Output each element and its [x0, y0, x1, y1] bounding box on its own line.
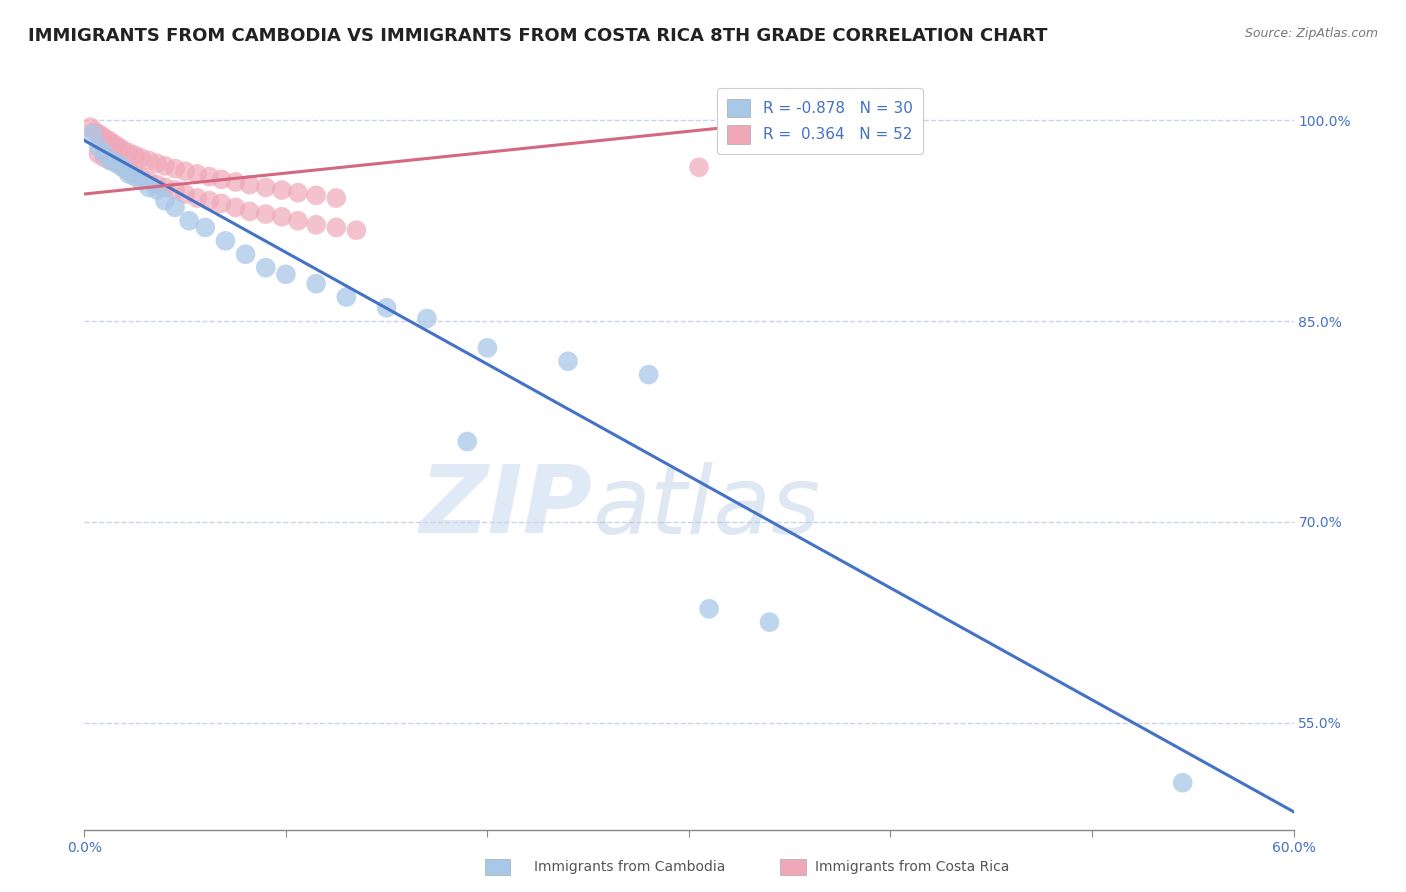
- Text: IMMIGRANTS FROM CAMBODIA VS IMMIGRANTS FROM COSTA RICA 8TH GRADE CORRELATION CHA: IMMIGRANTS FROM CAMBODIA VS IMMIGRANTS F…: [28, 27, 1047, 45]
- Point: [697, 602, 720, 616]
- Point: [100, 153, 122, 168]
- Point: [129, 174, 152, 188]
- Point: [758, 615, 780, 630]
- Point: [225, 201, 247, 215]
- Point: [335, 290, 357, 304]
- Point: [274, 268, 297, 282]
- Point: [87, 127, 110, 141]
- Point: [305, 218, 328, 232]
- Point: [138, 180, 160, 194]
- Point: [153, 180, 176, 194]
- Point: [111, 161, 134, 175]
- Point: [138, 174, 160, 188]
- Point: [83, 124, 105, 138]
- Point: [146, 156, 169, 170]
- Point: [129, 169, 152, 184]
- Text: Source: ZipAtlas.com: Source: ZipAtlas.com: [1244, 27, 1378, 40]
- Point: [118, 164, 141, 178]
- Point: [688, 161, 710, 175]
- Point: [225, 175, 247, 189]
- Point: [186, 167, 208, 181]
- Point: [124, 169, 146, 184]
- Point: [174, 187, 197, 202]
- Point: [87, 147, 110, 161]
- Point: [111, 143, 134, 157]
- Point: [477, 341, 499, 355]
- Point: [124, 148, 146, 162]
- Point: [214, 234, 236, 248]
- Point: [174, 164, 197, 178]
- Point: [325, 220, 347, 235]
- Point: [100, 153, 122, 168]
- Text: ZIP: ZIP: [419, 461, 592, 553]
- Point: [165, 183, 187, 197]
- Point: [416, 311, 439, 326]
- Point: [186, 191, 208, 205]
- Text: atlas: atlas: [592, 462, 821, 553]
- Point: [209, 172, 232, 186]
- Point: [325, 191, 347, 205]
- Point: [96, 132, 118, 146]
- Point: [87, 140, 110, 154]
- Point: [165, 161, 187, 176]
- Point: [105, 156, 128, 170]
- Point: [138, 153, 160, 168]
- Point: [254, 207, 277, 221]
- Point: [129, 151, 152, 165]
- Point: [111, 161, 134, 175]
- Point: [637, 368, 659, 382]
- Point: [118, 167, 141, 181]
- Point: [104, 137, 127, 152]
- Point: [270, 183, 292, 197]
- Point: [270, 210, 292, 224]
- Point: [198, 194, 221, 208]
- Point: [194, 220, 217, 235]
- Point: [153, 194, 176, 208]
- Point: [287, 213, 309, 227]
- Point: [239, 204, 262, 219]
- Point: [105, 156, 128, 170]
- Legend: R = -0.878   N = 30, R =  0.364   N = 52: R = -0.878 N = 30, R = 0.364 N = 52: [717, 88, 924, 154]
- Point: [557, 354, 579, 368]
- Point: [346, 223, 368, 237]
- Point: [209, 196, 232, 211]
- Point: [91, 129, 114, 144]
- Point: [124, 167, 146, 181]
- Point: [93, 147, 115, 161]
- Point: [198, 169, 221, 184]
- Point: [287, 186, 309, 200]
- Point: [100, 135, 122, 149]
- Point: [1171, 776, 1194, 790]
- Point: [254, 260, 277, 275]
- Point: [79, 120, 101, 135]
- Point: [93, 151, 115, 165]
- Point: [179, 213, 201, 227]
- Point: [82, 127, 104, 141]
- Point: [305, 188, 328, 202]
- Point: [239, 178, 262, 192]
- Point: [235, 247, 257, 261]
- Point: [254, 180, 277, 194]
- Text: Immigrants from Cambodia: Immigrants from Cambodia: [534, 860, 725, 874]
- Text: Immigrants from Costa Rica: Immigrants from Costa Rica: [815, 860, 1010, 874]
- Point: [153, 159, 176, 173]
- Point: [456, 434, 478, 449]
- Point: [107, 140, 129, 154]
- Point: [118, 145, 141, 160]
- Point: [305, 277, 328, 291]
- Point: [165, 201, 187, 215]
- Point: [146, 183, 169, 197]
- Point: [146, 178, 169, 192]
- Point: [375, 301, 398, 315]
